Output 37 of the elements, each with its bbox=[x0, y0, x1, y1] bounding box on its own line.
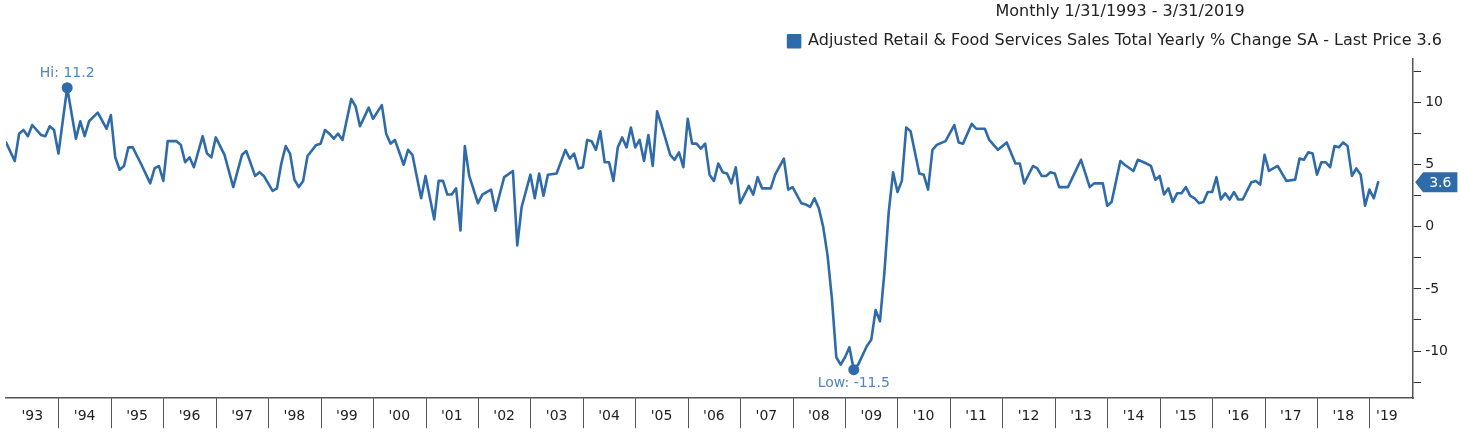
y-tick-label: -5 bbox=[1425, 279, 1440, 296]
x-tick-label: '04 bbox=[598, 407, 620, 424]
x-tick-label: '17 bbox=[1279, 407, 1302, 424]
x-tick-label: '14 bbox=[1122, 407, 1145, 424]
x-tick-label: '18 bbox=[1332, 407, 1355, 424]
x-tick-label: '93 bbox=[21, 407, 44, 424]
x-tick-label: '13 bbox=[1070, 407, 1092, 424]
y-tick-label: -10 bbox=[1425, 341, 1449, 358]
y-tick-label: 5 bbox=[1425, 155, 1435, 172]
annotation: Low: -11.5 bbox=[817, 374, 890, 391]
x-tick-label: '98 bbox=[283, 407, 306, 424]
x-tick-label: '11 bbox=[965, 407, 987, 424]
x-tick-label: '06 bbox=[703, 407, 725, 424]
x-tick-label: '01 bbox=[440, 407, 463, 424]
x-tick-label: '12 bbox=[1017, 407, 1040, 424]
legend-label: Adjusted Retail & Food Services Sales Total Yearly % Change SA - Last Price 3.6 bbox=[808, 30, 1442, 50]
x-tick-label: '07 bbox=[755, 407, 778, 424]
x-tick-label: '94 bbox=[73, 407, 96, 424]
x-tick-label: '09 bbox=[860, 407, 883, 424]
x-tick-label: '99 bbox=[336, 407, 358, 424]
x-tick-label: '05 bbox=[650, 407, 673, 424]
x-tick-label: '10 bbox=[912, 407, 935, 424]
x-tick-label: '03 bbox=[545, 407, 568, 424]
x-tick-label: '95 bbox=[126, 407, 148, 424]
x-tick-label: '00 bbox=[388, 407, 411, 424]
legend-title: Monthly 1/31/1993 - 3/31/2019 bbox=[995, 1, 1245, 21]
text: 3.6 bbox=[1429, 173, 1452, 190]
y-tick-label: 0 bbox=[1425, 217, 1435, 234]
x-tick-label: '19 bbox=[1376, 407, 1398, 424]
x-tick-label: '97 bbox=[231, 407, 253, 424]
x-tick-label: '96 bbox=[178, 407, 201, 424]
y-tick-label: 10 bbox=[1425, 93, 1443, 110]
x-tick-label: '15 bbox=[1175, 407, 1197, 424]
x-tick-label: '02 bbox=[493, 407, 516, 424]
annotation: Hi: 11.2 bbox=[39, 64, 95, 81]
x-tick-label: '16 bbox=[1227, 407, 1250, 424]
x-tick-label: '08 bbox=[807, 407, 830, 424]
